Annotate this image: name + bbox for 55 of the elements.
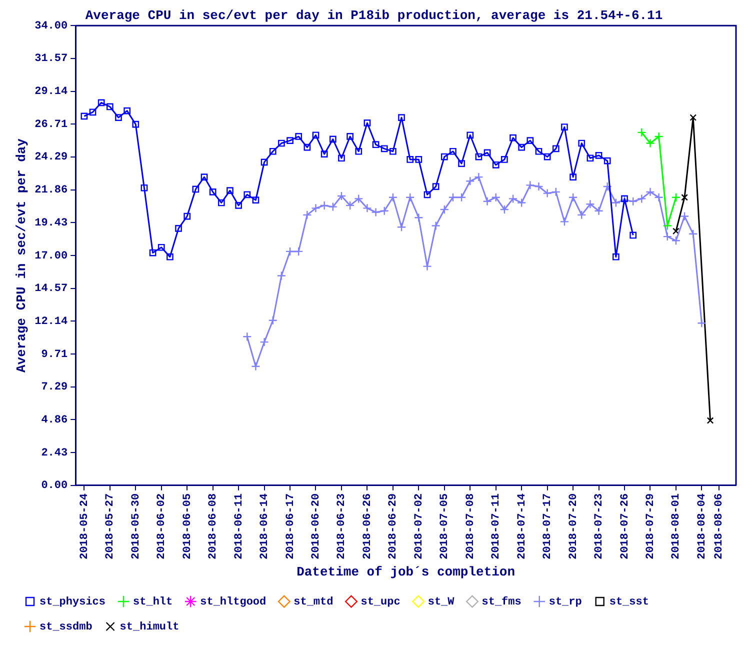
x-tick-label: 2018-07-26 [619,493,632,560]
y-tick-label: 34.00 [34,20,68,32]
x-tick-label: 2018-08-01 [670,492,683,560]
x-tick-label: 2018-06-11 [233,492,246,560]
legend-label: st_mtd [294,596,334,608]
y-tick-label: 26.71 [34,118,68,131]
legend-label: st_ssdmb [40,621,93,634]
x-tick-label: 2018-07-20 [568,493,580,560]
x-tick-label: 2018-05-30 [130,493,142,560]
y-tick-label: 0.00 [41,480,68,492]
y-tick-label: 21.86 [34,184,68,197]
x-tick-label: 2018-06-14 [259,492,272,560]
x-tick-label: 2018-06-05 [182,492,194,560]
x-tick-label: 2018-07-08 [464,492,477,560]
legend-label: st_sst [609,596,649,608]
x-tick-label: 2018-07-17 [542,493,554,560]
x-tick-label: 2018-05-24 [78,492,91,560]
legend-label: st_fms [482,595,522,608]
x-tick-label: 2018-07-23 [594,492,606,560]
y-tick-label: 29.14 [34,86,68,98]
x-tick-label: 2018-07-02 [413,493,426,560]
y-tick-label: 17.00 [34,250,68,262]
y-tick-label: 12.14 [34,316,68,328]
x-tick-label: 2018-06-17 [284,493,297,560]
legend-label: st_rp [548,596,582,608]
legend-label: st_hlt [133,596,173,608]
x-tick-label: 2018-06-20 [310,493,323,560]
x-tick-label: 2018-06-08 [208,492,220,560]
y-tick-label: 2.43 [41,447,68,460]
x-tick-label: 2018-06-23 [336,492,348,560]
y-tick-label: 4.86 [41,414,68,426]
x-tick-label: 2018-07-11 [490,492,503,560]
y-tick-label: 19.43 [34,217,68,230]
legend-label: st_upc [360,596,400,608]
y-tick-label: 7.29 [41,382,68,394]
x-tick-label: 2018-08-06 [714,493,726,560]
y-tick-label: 14.57 [34,283,68,296]
x-tick-label: 2018-07-29 [645,493,657,560]
y-tick-label: 9.71 [41,348,68,361]
x-tick-label: 2018-05-27 [104,493,117,560]
chart-title: Average CPU in sec/evt per day in P18ib production, average is 21.54+-6.11 [85,8,663,24]
x-tick-label: 2018-07-05 [439,492,452,560]
x-tick-label: 2018-06-29 [388,493,400,560]
y-axis-title: Average CPU in sec/evt per day [14,138,30,373]
legend-label: st_W [428,596,455,608]
legend-label: st_hltgood [200,596,266,608]
x-axis-title: Datetime of job´s completion [296,564,516,580]
legend-label: st_himult [120,621,180,634]
x-tick-label: 2018-08-04 [696,492,708,560]
x-tick-label: 2018-06-26 [362,493,374,560]
legend-label: st_physics [40,596,106,608]
x-tick-label: 2018-07-14 [516,492,528,560]
y-tick-label: 24.29 [34,152,68,164]
x-tick-label: 2018-06-02 [156,493,168,560]
y-tick-label: 31.57 [34,53,68,66]
